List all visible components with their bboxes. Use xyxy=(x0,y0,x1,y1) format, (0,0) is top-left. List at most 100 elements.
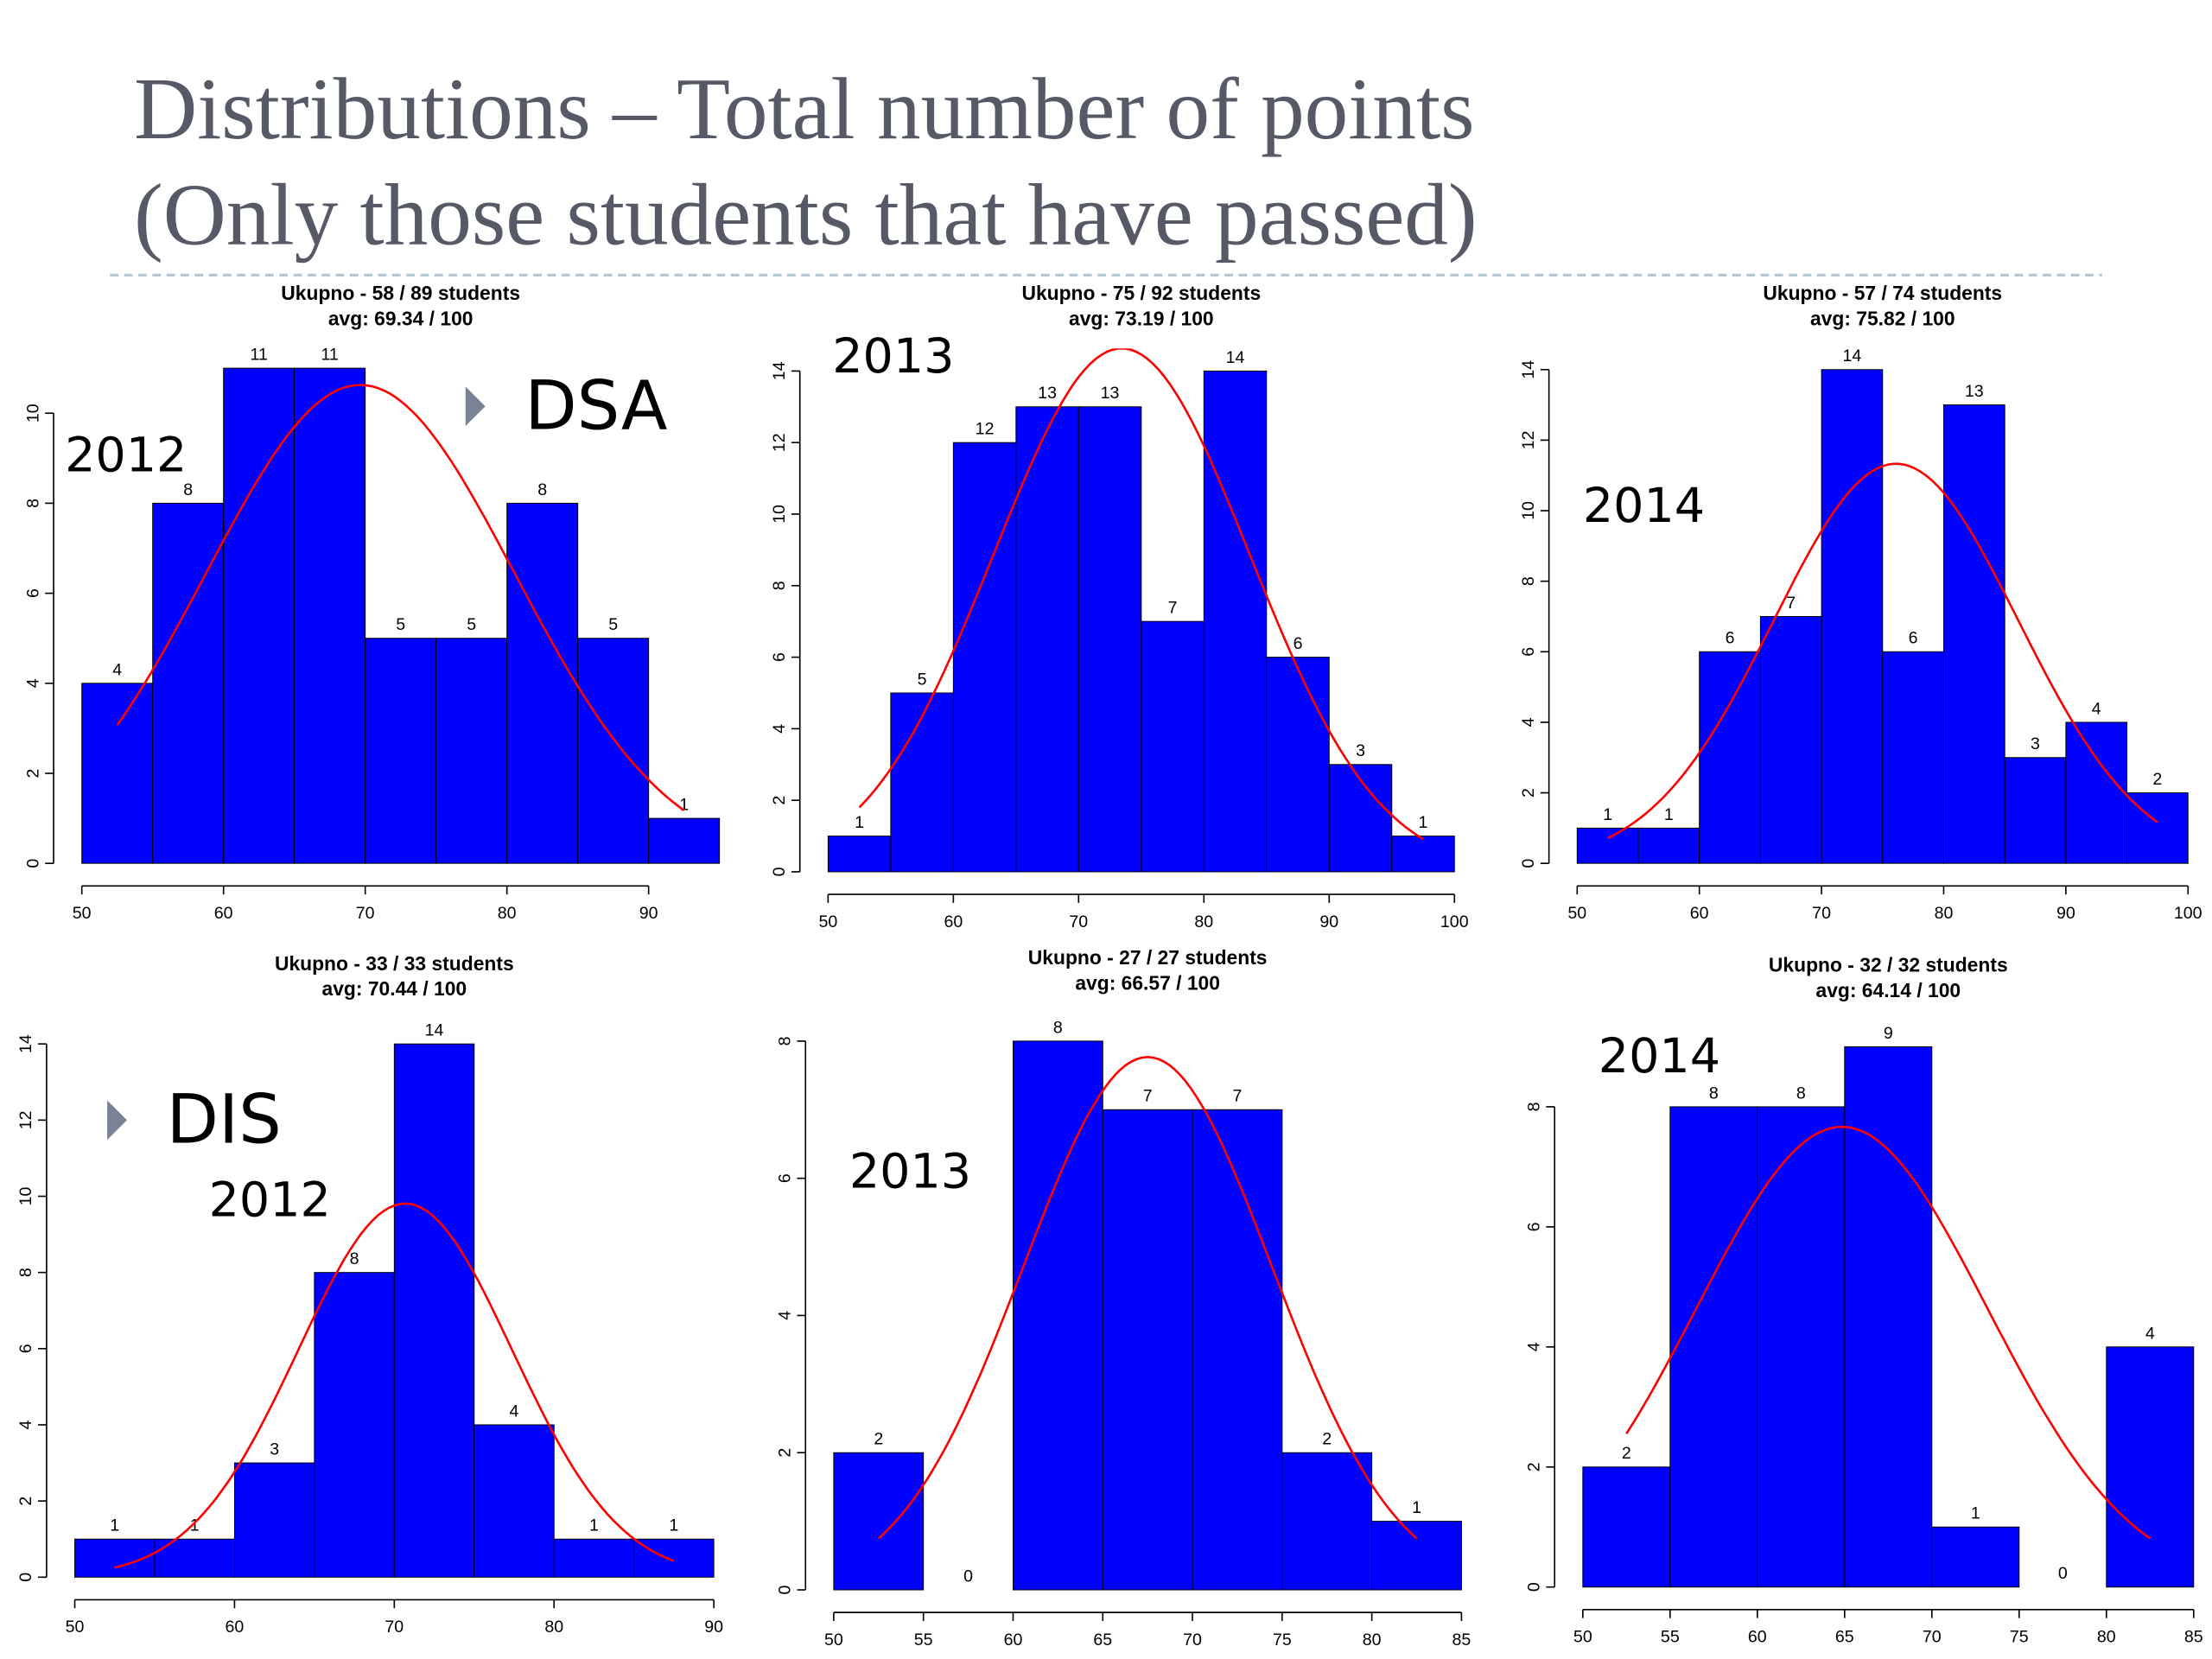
data-label: 3 xyxy=(270,1440,279,1459)
x-tick-label: 60 xyxy=(944,912,963,931)
y-tick-label: 8 xyxy=(776,1036,795,1046)
y-tick-label: 0 xyxy=(23,859,42,868)
bar xyxy=(1012,1040,1103,1591)
y-tick-label: 12 xyxy=(1519,430,1538,449)
x-tick-label: 100 xyxy=(2174,904,2202,923)
y-tick-label: 2 xyxy=(776,1448,795,1458)
x-tick-label: 90 xyxy=(639,904,658,923)
data-label: 5 xyxy=(467,615,476,634)
bar xyxy=(1942,404,2005,864)
bar xyxy=(152,502,225,864)
y-tick-label: 6 xyxy=(16,1344,35,1353)
chart-subtitle: avg: 73.19 / 100 xyxy=(1069,308,1214,330)
y-tick-label: 10 xyxy=(23,404,42,423)
year-annotation: 2012 xyxy=(65,427,187,483)
data-label: 3 xyxy=(2031,734,2040,753)
bar xyxy=(1576,827,1639,864)
bar xyxy=(223,367,296,864)
y-tick-label: 2 xyxy=(23,769,42,779)
y-tick-label: 14 xyxy=(16,1034,35,1053)
x-tick-label: 60 xyxy=(1004,1630,1023,1649)
x-tick-label: 80 xyxy=(1935,904,1954,923)
bullet-marker xyxy=(465,386,486,427)
bar xyxy=(1391,836,1455,873)
x-tick-label: 50 xyxy=(73,904,92,923)
data-label: 8 xyxy=(537,480,547,499)
slide-title: (Only those students that have passed) xyxy=(134,166,1478,263)
chart-subtitle: avg: 64.14 / 100 xyxy=(1815,979,1961,1001)
x-tick-label: 80 xyxy=(544,1618,563,1637)
data-label: 5 xyxy=(608,615,618,634)
x-tick-label: 55 xyxy=(1661,1628,1680,1647)
chart-title: Ukupno - 27 / 27 students xyxy=(1028,946,1268,969)
bar xyxy=(506,502,579,864)
data-label: 6 xyxy=(1294,634,1303,653)
data-label: 1 xyxy=(1412,1498,1421,1517)
y-tick-label: 6 xyxy=(770,652,789,662)
data-label: 2 xyxy=(874,1430,883,1449)
bar xyxy=(827,836,892,873)
y-tick-label: 0 xyxy=(16,1573,35,1582)
x-tick-label: 60 xyxy=(1690,904,1709,923)
data-label: 6 xyxy=(1726,629,1735,648)
y-tick-label: 14 xyxy=(1519,360,1538,379)
data-label: 8 xyxy=(1709,1084,1719,1103)
data-label: 4 xyxy=(2092,699,2101,718)
y-tick-label: 6 xyxy=(1524,1222,1543,1231)
x-tick-label: 90 xyxy=(704,1618,723,1637)
data-label: 14 xyxy=(1226,348,1245,367)
bar xyxy=(1582,1466,1671,1588)
data-label: 8 xyxy=(1796,1084,1806,1103)
y-tick-label: 2 xyxy=(770,796,789,805)
bar xyxy=(1699,651,1761,864)
y-tick-label: 12 xyxy=(770,433,789,452)
y-tick-label: 6 xyxy=(776,1173,795,1183)
data-label: 1 xyxy=(679,796,689,815)
y-tick-label: 10 xyxy=(16,1186,35,1205)
x-tick-label: 80 xyxy=(2097,1628,2116,1647)
x-tick-label: 50 xyxy=(1567,904,1586,923)
data-label: 8 xyxy=(350,1249,359,1268)
bullet: DIS xyxy=(167,1080,282,1159)
year-annotation: 2014 xyxy=(1583,478,1705,534)
bar xyxy=(365,638,437,864)
bar xyxy=(633,1538,715,1578)
chart-title: Ukupno - 33 / 33 students xyxy=(275,952,514,975)
x-tick-label: 85 xyxy=(1452,1630,1471,1649)
bullet: DSA xyxy=(524,366,667,445)
y-tick-label: 4 xyxy=(770,724,789,734)
data-label: 3 xyxy=(1356,741,1365,760)
bar xyxy=(1266,657,1330,873)
y-tick-label: 8 xyxy=(770,581,789,590)
y-tick-label: 0 xyxy=(1519,859,1538,868)
bar xyxy=(553,1538,635,1578)
x-tick-label: 70 xyxy=(1812,904,1831,923)
bar xyxy=(1141,620,1205,873)
bar xyxy=(1931,1526,2020,1588)
x-tick-label: 75 xyxy=(2010,1628,2029,1647)
data-label: 6 xyxy=(1909,629,1918,648)
x-tick-label: 70 xyxy=(356,904,375,923)
data-label: 5 xyxy=(396,615,405,634)
bar xyxy=(1102,1109,1193,1591)
year-annotation: 2012 xyxy=(209,1172,331,1228)
y-tick-label: 4 xyxy=(23,678,42,688)
chart-title: Ukupno - 57 / 74 students xyxy=(1763,282,2002,304)
y-tick-label: 4 xyxy=(776,1311,795,1320)
data-label: 13 xyxy=(1101,384,1120,403)
fit-curve xyxy=(1607,462,2158,840)
chart-subtitle: avg: 70.44 / 100 xyxy=(322,977,467,1000)
data-label: 2 xyxy=(1622,1444,1631,1463)
bar xyxy=(1821,369,1884,864)
y-tick-label: 2 xyxy=(16,1497,35,1506)
bullet-marker xyxy=(107,1100,127,1141)
x-tick-label: 85 xyxy=(2184,1628,2203,1647)
y-tick-label: 0 xyxy=(770,867,789,876)
y-tick-label: 4 xyxy=(1519,717,1538,727)
x-tick-label: 65 xyxy=(1093,1630,1112,1649)
y-tick-label: 2 xyxy=(1519,788,1538,798)
bar xyxy=(2106,1346,2195,1588)
x-tick-label: 65 xyxy=(1835,1628,1854,1647)
y-tick-label: 8 xyxy=(1524,1102,1543,1111)
